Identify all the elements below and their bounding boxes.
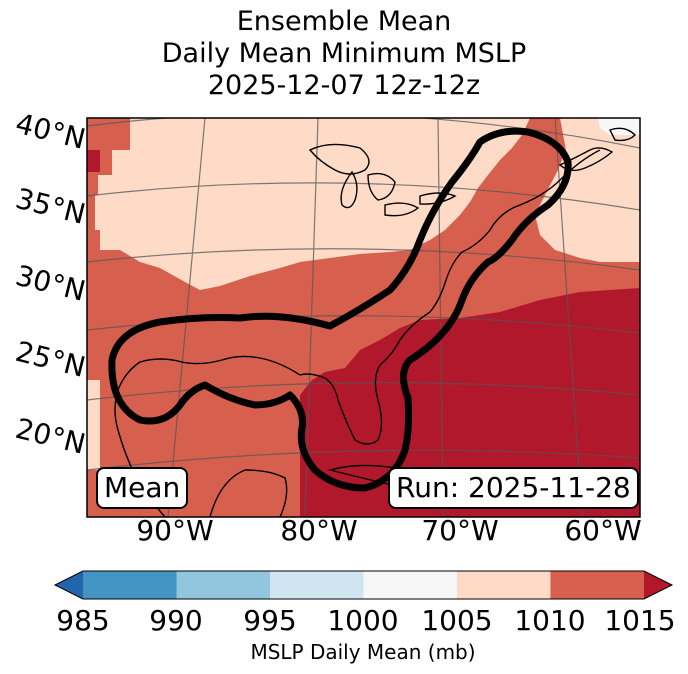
colorbar-seg-990-995 [176, 571, 270, 599]
lon-label-70: 70°W [421, 514, 498, 547]
colorbar-label: MSLP Daily Mean (mb) [250, 640, 476, 664]
colorbar-seg-995-1000 [270, 571, 364, 599]
colorbar-seg-1010-1015 [550, 571, 644, 599]
colorbar-under-arrow [55, 571, 83, 599]
title-line-1: Ensemble Mean [236, 6, 452, 37]
colorbar [53, 570, 674, 600]
region-1005-1010-west [87, 380, 100, 470]
region-1005-1010-east [535, 118, 640, 262]
mean-label-box: Mean [96, 467, 189, 509]
run-label-box: Run: 2025-11-28 [388, 467, 639, 509]
lat-label-25: 25°N [12, 335, 88, 384]
lat-label-40: 40°N [12, 107, 88, 156]
region-1005-1010-north [95, 118, 530, 290]
colorbar-seg-1000-1005 [363, 571, 457, 599]
title-line-2: Daily Mean Minimum MSLP [161, 38, 527, 69]
colorbar-seg-1005-1010 [457, 571, 551, 599]
lon-label-60: 60°W [564, 514, 641, 547]
colorbar-seg-985-990 [83, 571, 177, 599]
coastlines [114, 127, 636, 517]
colorbar-tick-1000: 1000 [327, 604, 399, 637]
map-frame [86, 117, 641, 518]
lon-label-90: 90°W [136, 514, 213, 547]
mean-contour [108, 127, 572, 492]
lat-label-35: 35°N [12, 182, 88, 231]
region-1015-plus [300, 288, 640, 517]
colorbar-tick-1005: 1005 [421, 604, 493, 637]
colorbar-tick-1010: 1010 [514, 604, 586, 637]
title-line-3: 2025-12-07 12z-12z [207, 70, 481, 101]
lat-label-30: 30°N [12, 259, 88, 308]
colorbar-tick-990: 990 [149, 604, 203, 637]
map-panel [87, 118, 640, 517]
lat-label-20: 20°N [12, 412, 88, 461]
colorbar-over-arrow [644, 571, 672, 599]
region-1015-plus-nw [87, 150, 100, 172]
colorbar-tick-985: 985 [56, 604, 110, 637]
colorbar-tick-1015: 1015 [604, 604, 676, 637]
lon-label-80: 80°W [280, 514, 357, 547]
colorbar-outline [53, 570, 674, 600]
colorbar-tick-995: 995 [243, 604, 297, 637]
